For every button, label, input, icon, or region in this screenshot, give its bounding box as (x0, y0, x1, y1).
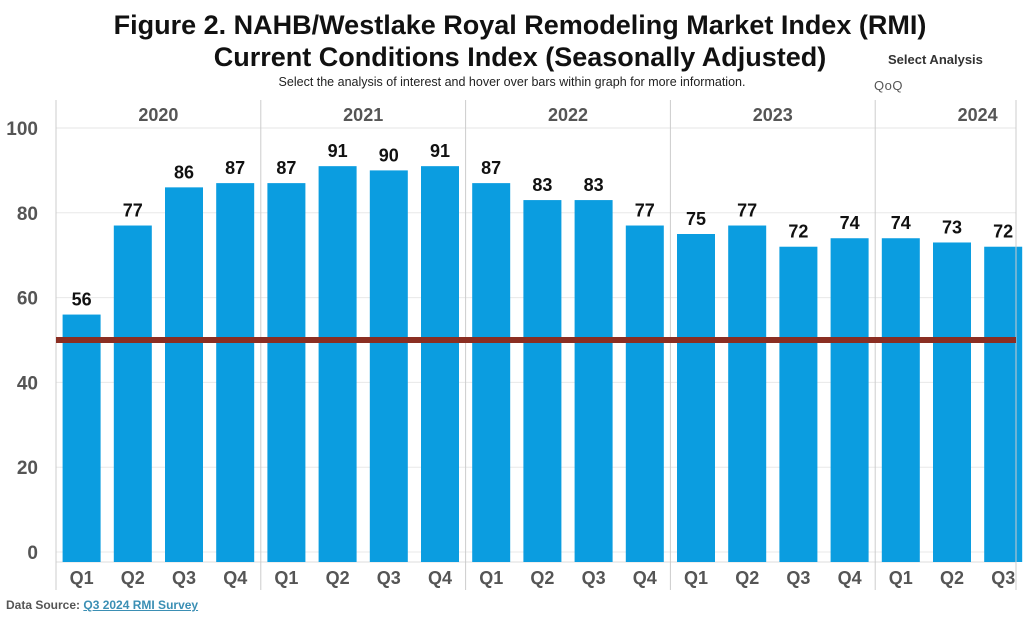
bar[interactable] (267, 183, 306, 562)
chart-subtitle: Select the analysis of interest and hove… (278, 75, 746, 89)
chart-title-line1: Figure 2. NAHB/Westlake Royal Remodeling… (113, 10, 927, 40)
bar[interactable] (933, 242, 971, 563)
x-tick-label: Q4 (633, 568, 657, 588)
bar-value-label: 91 (430, 141, 450, 161)
x-tick-label: Q4 (838, 568, 862, 588)
chart-title-line2: Current Conditions Index (Seasonally Adj… (213, 42, 827, 72)
y-tick-label: 60 (17, 289, 38, 310)
y-tick-label: 80 (17, 204, 38, 225)
x-tick-label: Q2 (735, 568, 759, 588)
bar-value-label: 87 (276, 158, 296, 178)
x-tick-label: Q2 (121, 568, 145, 588)
bar-value-label: 87 (481, 158, 501, 178)
y-tick-label: 100 (6, 119, 38, 140)
bar-value-label: 86 (174, 162, 194, 182)
x-tick-label: Q4 (223, 568, 247, 588)
x-tick-label: Q2 (326, 568, 350, 588)
data-source-link[interactable]: Q3 2024 RMI Survey (83, 598, 199, 612)
bar-value-label: 72 (993, 222, 1013, 242)
year-label: 2022 (548, 105, 588, 125)
bar-value-label: 72 (788, 222, 808, 242)
bar-value-label: 91 (328, 141, 348, 161)
bar[interactable] (574, 200, 613, 562)
analysis-selector[interactable]: QoQ (874, 78, 903, 93)
select-analysis-label: Select Analysis (888, 52, 983, 67)
bar-value-label: 77 (737, 201, 757, 221)
x-tick-label: Q1 (70, 568, 94, 588)
bar-value-label: 77 (635, 201, 655, 221)
y-tick-label: 0 (27, 543, 38, 564)
x-tick-label: Q1 (684, 568, 708, 588)
x-tick-label: Q1 (274, 568, 298, 588)
data-source: Data Source: Q3 2024 RMI Survey (6, 598, 198, 612)
x-tick-label: Q4 (428, 568, 452, 588)
x-tick-label: Q3 (172, 568, 196, 588)
x-tick-label: Q1 (479, 568, 503, 588)
bar-value-label: 74 (840, 213, 860, 233)
bar[interactable] (62, 314, 101, 562)
bar-value-label: 83 (584, 175, 604, 195)
bar-value-label: 77 (123, 201, 143, 221)
x-tick-label: Q2 (940, 568, 964, 588)
bar-value-label: 73 (942, 217, 962, 237)
x-tick-label: Q3 (377, 568, 401, 588)
x-tick-label: Q3 (582, 568, 606, 588)
x-tick-label: Q3 (991, 568, 1015, 588)
bar[interactable] (881, 238, 920, 563)
year-label: 2020 (138, 105, 178, 125)
bar-value-label: 87 (225, 158, 245, 178)
year-label: 2024 (958, 105, 998, 125)
year-label: 2023 (753, 105, 793, 125)
data-source-prefix: Data Source: (6, 598, 84, 612)
x-tick-label: Q1 (889, 568, 913, 588)
bar[interactable] (625, 225, 664, 562)
bar[interactable] (113, 225, 152, 562)
bar-value-label: 75 (686, 209, 706, 229)
bar[interactable] (421, 166, 459, 562)
y-tick-label: 40 (17, 373, 38, 394)
bar-value-label: 74 (891, 213, 911, 233)
bar-value-label: 83 (532, 175, 552, 195)
bar[interactable] (369, 170, 408, 562)
y-tick-label: 20 (17, 458, 38, 479)
bar[interactable] (318, 166, 357, 562)
x-tick-label: Q3 (786, 568, 810, 588)
bar[interactable] (830, 238, 869, 563)
bar[interactable] (165, 187, 203, 563)
bar[interactable] (472, 183, 511, 562)
bar[interactable] (728, 225, 767, 562)
bar[interactable] (523, 200, 562, 562)
x-tick-label: Q2 (530, 568, 554, 588)
bar[interactable] (779, 246, 818, 562)
bar-value-label: 56 (72, 290, 92, 310)
bar[interactable] (216, 183, 255, 562)
year-label: 2021 (343, 105, 383, 125)
bar-value-label: 90 (379, 145, 399, 165)
bar[interactable] (677, 234, 715, 562)
